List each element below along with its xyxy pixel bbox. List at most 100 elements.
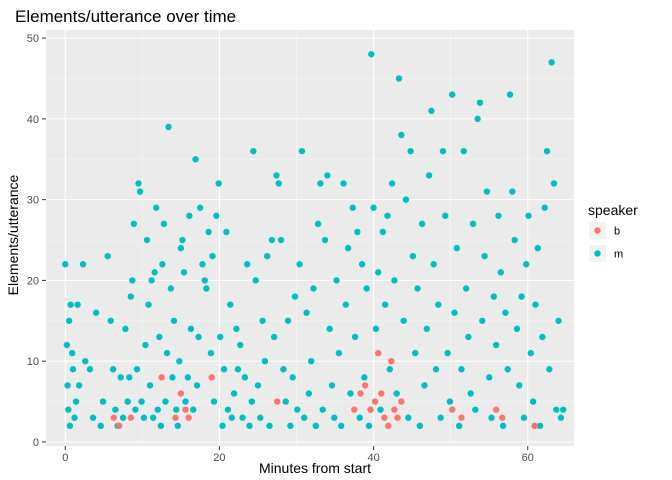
data-point-m (368, 51, 375, 58)
data-point-m (159, 261, 166, 268)
data-point-m (149, 414, 157, 421)
data-point-m (421, 382, 428, 389)
x-tick-label: 0 (62, 452, 68, 464)
data-point-m (462, 285, 470, 292)
data-point-m (437, 414, 444, 421)
data-point-m (282, 398, 289, 405)
data-point-m (270, 333, 278, 341)
data-point-m (534, 244, 541, 252)
data-point-m (201, 277, 208, 284)
data-point-m (546, 366, 553, 373)
data-point-m (291, 293, 299, 300)
data-point-m (65, 317, 73, 324)
data-point-m (527, 349, 535, 357)
data-point-m (148, 277, 155, 284)
data-point-m (319, 406, 326, 413)
data-point-m (469, 220, 477, 228)
data-point-m (555, 317, 562, 324)
data-point-b (458, 414, 465, 421)
data-point-m (62, 261, 69, 268)
data-point-m (402, 196, 410, 203)
x-tick-label: 20 (213, 452, 225, 464)
data-point-m (219, 422, 226, 430)
data-point-m (372, 325, 380, 333)
data-point-m (174, 422, 182, 430)
data-point-m (143, 236, 151, 244)
data-point-m (321, 236, 329, 244)
data-point-m (553, 406, 560, 413)
legend-label-m: m (614, 249, 623, 261)
data-point-m (409, 252, 417, 260)
data-point-m (75, 382, 83, 389)
data-point-b (185, 414, 192, 421)
data-point-m (71, 414, 78, 421)
data-point-m (312, 422, 319, 430)
data-point-m (395, 75, 403, 82)
y-tick-label: 20 (27, 275, 39, 287)
data-point-m (442, 212, 449, 219)
data-point-m (317, 180, 324, 187)
data-point-m (213, 212, 220, 219)
data-point-m (160, 220, 168, 228)
data-point-m (173, 406, 180, 413)
data-point-m (518, 293, 525, 300)
data-point-m (532, 301, 539, 308)
data-point-m (386, 366, 393, 373)
data-point-m (451, 309, 458, 316)
data-point-m (435, 301, 442, 308)
data-point-m (92, 309, 100, 316)
data-point-m (405, 414, 412, 421)
data-point-m (190, 406, 197, 413)
data-point-m (365, 422, 373, 430)
data-point-m (167, 285, 175, 292)
data-point-m (344, 244, 352, 252)
data-point-b (385, 422, 392, 430)
data-point-b (361, 382, 369, 389)
data-point-m (335, 349, 343, 357)
data-point-m (239, 414, 246, 421)
data-point-m (539, 333, 546, 341)
data-point-m (130, 220, 138, 228)
data-point-m (205, 228, 212, 236)
data-point-m (145, 301, 152, 308)
data-point-m (72, 398, 80, 405)
data-point-m (289, 374, 296, 381)
data-point-m (430, 261, 437, 268)
x-tick-label: 60 (522, 452, 534, 464)
data-point-m (184, 374, 192, 381)
data-point-m (186, 212, 193, 219)
data-point-m (499, 422, 507, 430)
data-point-m (138, 398, 145, 405)
data-point-m (511, 236, 518, 244)
data-point-b (367, 406, 374, 413)
legend: speaker bm (588, 202, 638, 262)
data-point-m (453, 244, 461, 252)
data-point-m (449, 91, 456, 98)
data-point-m (233, 325, 240, 333)
data-point-m (192, 156, 199, 163)
data-point-m (324, 172, 331, 179)
data-point-m (481, 252, 488, 260)
data-point-m (550, 180, 558, 187)
data-point-m (446, 398, 454, 405)
data-point-m (129, 277, 136, 284)
data-point-m (109, 366, 117, 373)
data-point-m (486, 374, 493, 381)
data-point-m (199, 261, 206, 268)
data-point-m (398, 131, 405, 139)
data-point-m (298, 147, 306, 155)
data-point-m (287, 422, 294, 430)
data-point-m (479, 317, 486, 324)
data-point-m (266, 422, 273, 430)
data-point-m (284, 317, 292, 324)
data-point-b (182, 406, 189, 413)
data-point-m (157, 422, 165, 430)
data-point-m (275, 180, 282, 187)
data-point-m (502, 309, 509, 316)
data-point-m (117, 374, 124, 381)
data-point-m (169, 374, 176, 381)
minor-gridlines (46, 30, 574, 446)
data-point-m (375, 269, 382, 276)
x-axis-label: Minutes from start (259, 460, 371, 476)
